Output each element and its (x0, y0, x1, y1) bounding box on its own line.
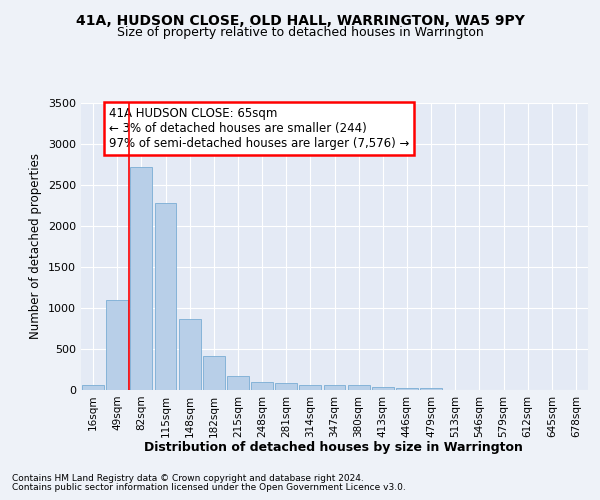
Bar (227, 376, 249, 390)
Text: Contains public sector information licensed under the Open Government Licence v3: Contains public sector information licen… (12, 484, 406, 492)
Bar (251, 382, 273, 390)
Bar (106, 300, 128, 390)
Bar (348, 386, 370, 390)
Bar (275, 382, 297, 390)
Text: 41A HUDSON CLOSE: 65sqm
← 3% of detached houses are smaller (244)
97% of semi-de: 41A HUDSON CLOSE: 65sqm ← 3% of detached… (109, 107, 409, 150)
Bar (372, 387, 394, 390)
Bar (130, 166, 152, 390)
Bar (299, 386, 321, 390)
Bar (420, 388, 442, 390)
Bar (396, 388, 418, 390)
Text: Distribution of detached houses by size in Warrington: Distribution of detached houses by size … (143, 441, 523, 454)
Text: Contains HM Land Registry data © Crown copyright and database right 2024.: Contains HM Land Registry data © Crown c… (12, 474, 364, 483)
Bar (179, 318, 200, 390)
Bar (323, 386, 346, 390)
Bar (155, 202, 176, 390)
Text: Size of property relative to detached houses in Warrington: Size of property relative to detached ho… (116, 26, 484, 39)
Text: 41A, HUDSON CLOSE, OLD HALL, WARRINGTON, WA5 9PY: 41A, HUDSON CLOSE, OLD HALL, WARRINGTON,… (76, 14, 524, 28)
Y-axis label: Number of detached properties: Number of detached properties (29, 153, 43, 340)
Bar (82, 386, 104, 390)
Bar (203, 356, 224, 390)
